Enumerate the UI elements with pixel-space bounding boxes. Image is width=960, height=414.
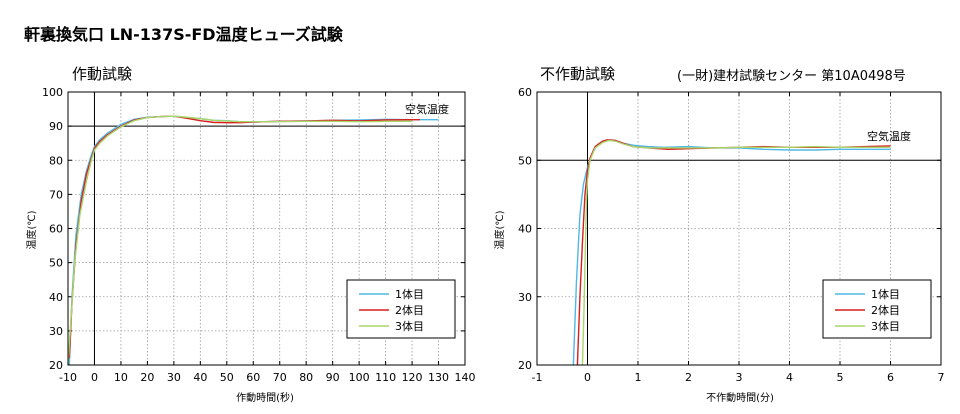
x-tick-label: 80 <box>299 371 313 384</box>
test-certificate-note: (一財)建材試験センター 第10A0498号 <box>677 68 906 84</box>
series-line-3 <box>67 115 413 366</box>
legend-entry: 1体目 <box>395 287 424 301</box>
reference-line-label: 空気温度 <box>405 102 449 116</box>
y-axis-label: 温度(℃) <box>493 210 506 249</box>
legend-box <box>346 279 456 339</box>
y-tick-label: 80 <box>49 154 63 167</box>
x-tick-label: 20 <box>140 371 154 384</box>
y-tick-label: 100 <box>42 86 63 99</box>
x-tick-label: 110 <box>375 371 396 384</box>
y-tick-label: 60 <box>518 86 532 99</box>
x-axis-label: 作動時間(秒) <box>236 391 294 404</box>
legend-entry: 3体目 <box>395 319 424 333</box>
x-tick-label: 3 <box>736 371 743 384</box>
x-tick-label: 10 <box>114 371 128 384</box>
x-tick-label: 140 <box>455 371 476 384</box>
legend: 1体目 2体目 3体目 <box>346 279 456 339</box>
x-tick-label: 7 <box>938 371 945 384</box>
legend-entry: 3体目 <box>871 319 900 333</box>
legend-box <box>822 279 932 339</box>
x-tick-label: 130 <box>428 371 449 384</box>
legend-entry: 2体目 <box>871 303 900 317</box>
x-tick-label: 50 <box>220 371 234 384</box>
y-tick-label: 40 <box>49 291 63 304</box>
legend-entry: 1体目 <box>871 287 900 301</box>
x-tick-label: 100 <box>349 371 370 384</box>
y-tick-label: 20 <box>49 359 63 372</box>
plot-frame <box>67 91 466 366</box>
reference-line-label: 空気温度 <box>867 129 911 143</box>
x-tick-label: 1 <box>635 371 642 384</box>
x-axis-label: 不作動時間(分) <box>706 391 774 404</box>
y-tick-label: 90 <box>49 120 63 133</box>
x-tick-label: 5 <box>837 371 844 384</box>
y-tick-label: 20 <box>518 359 532 372</box>
plot-frame <box>536 91 942 366</box>
chart-title: 作動試験 <box>72 65 132 83</box>
x-tick-label: -1 <box>532 371 543 384</box>
y-tick-label: 40 <box>518 223 532 236</box>
legend-entry: 2体目 <box>395 303 424 317</box>
page-title: 軒裏換気口 LN-137S-FD温度ヒューズ試験 <box>24 25 344 44</box>
y-tick-label: 70 <box>49 188 63 201</box>
x-tick-label: 4 <box>786 371 793 384</box>
chart-operation-test: 作動試験 作動時間(秒) 温度(℃) 空気温度 -10 0 10 20 30 40 50 60… <box>25 65 476 404</box>
y-tick-label: 30 <box>49 325 63 338</box>
chart-non-operation-test: 不作動試験 不作動時間(分) 温度(℃) 空気温度 -1 0 1 2 3 4 5 6 7 20 30… <box>493 65 945 404</box>
series-line-3 <box>581 139 891 366</box>
x-tick-label: 0 <box>91 371 98 384</box>
x-tick-label: 60 <box>246 371 260 384</box>
y-tick-label: 60 <box>49 223 63 236</box>
series-line-1 <box>572 139 891 366</box>
x-tick-label: 120 <box>402 371 423 384</box>
x-tick-label: -10 <box>59 371 77 384</box>
x-tick-label: 70 <box>273 371 287 384</box>
y-tick-label: 50 <box>518 154 532 167</box>
x-tick-label: 2 <box>685 371 692 384</box>
x-tick-label: 0 <box>584 371 591 384</box>
x-tick-label: 30 <box>167 371 181 384</box>
chart-title: 不作動試験 <box>540 65 615 83</box>
y-tick-label: 50 <box>49 257 63 270</box>
x-tick-label: 6 <box>887 371 894 384</box>
legend: 1体目 2体目 3体目 <box>822 279 932 339</box>
y-tick-label: 30 <box>518 291 532 304</box>
y-axis-label: 温度(℃) <box>25 210 38 249</box>
x-tick-label: 90 <box>326 371 340 384</box>
x-tick-label: 40 <box>193 371 207 384</box>
